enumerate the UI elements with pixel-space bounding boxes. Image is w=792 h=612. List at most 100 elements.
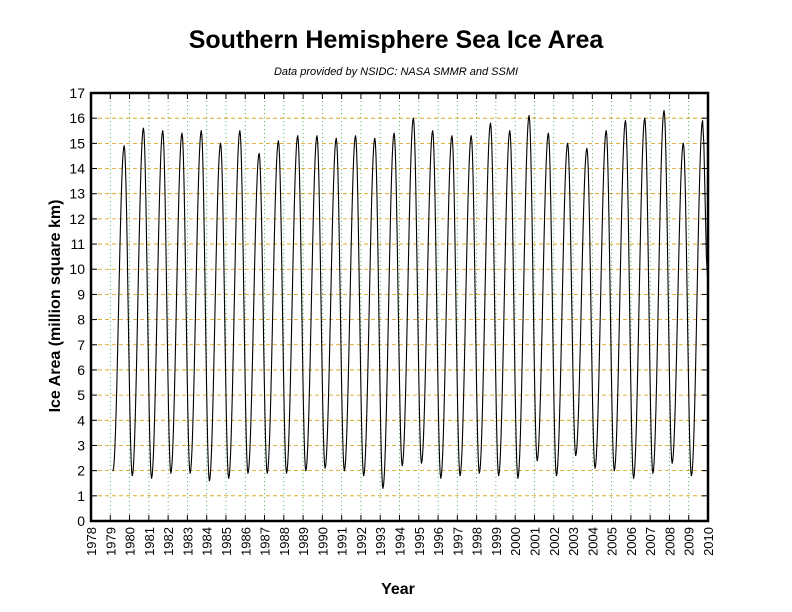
x-tick-label: 1978 xyxy=(84,527,99,556)
chart-subtitle: Data provided by NSIDC: NASA SMMR and SS… xyxy=(273,66,519,78)
x-tick-label: 1989 xyxy=(296,527,311,556)
x-tick-label: 1988 xyxy=(277,527,292,556)
y-tick-label: 6 xyxy=(77,362,85,378)
minimum-point xyxy=(517,477,519,479)
y-axis-label: Ice Area (million square km) xyxy=(47,200,64,413)
x-tick-label: 2002 xyxy=(547,527,562,556)
x-tick-label: 1987 xyxy=(258,527,273,556)
minimum-point xyxy=(575,454,577,457)
maximum-point xyxy=(219,142,222,144)
minimum-point xyxy=(478,472,480,474)
x-tick-label: 1991 xyxy=(335,527,350,556)
minimum-point xyxy=(632,477,635,479)
maximum-point xyxy=(567,142,569,144)
x-tick-label: 1990 xyxy=(315,527,330,556)
maximum-point xyxy=(123,145,125,147)
maximum-point xyxy=(470,135,472,137)
minimum-point xyxy=(459,475,461,477)
maximum-point xyxy=(451,135,453,137)
y-tick-label: 15 xyxy=(69,135,85,151)
minimum-point xyxy=(363,475,365,477)
maximum-point xyxy=(335,137,337,139)
x-tick-label: 2007 xyxy=(643,527,658,556)
y-tick-label: 8 xyxy=(77,312,85,328)
minimum-point xyxy=(324,467,326,469)
x-tick-label: 1993 xyxy=(373,527,388,556)
minimum-point xyxy=(671,462,673,464)
minimum-point xyxy=(440,477,442,479)
x-tick-label: 2004 xyxy=(585,527,600,556)
x-tick-label: 2001 xyxy=(527,527,542,556)
minimum-point xyxy=(343,470,345,472)
maximum-point xyxy=(374,137,376,139)
x-tick-label: 2000 xyxy=(508,527,523,556)
maximum-point xyxy=(547,132,549,134)
x-tick-label: 1985 xyxy=(219,527,234,556)
x-tick-label: 1997 xyxy=(450,527,465,556)
maximum-point xyxy=(162,130,164,132)
minimum-point xyxy=(112,470,114,472)
minimum-point xyxy=(536,459,538,462)
maximum-point xyxy=(644,117,646,119)
minimum-point xyxy=(613,470,615,472)
minimum-point xyxy=(150,477,153,479)
y-tick-label: 4 xyxy=(77,412,85,428)
maximum-point xyxy=(605,130,607,132)
minimum-point xyxy=(170,472,172,474)
series-line-ice-area xyxy=(112,110,709,489)
x-tick-label: 2009 xyxy=(682,527,697,556)
y-tick-label: 0 xyxy=(77,513,85,529)
y-tick-label: 12 xyxy=(69,211,85,227)
x-axis-label: Year xyxy=(381,581,415,598)
maximum-point xyxy=(297,135,299,137)
minimum-point xyxy=(285,472,288,474)
x-tick-label: 2010 xyxy=(701,527,716,556)
maximum-point xyxy=(239,130,241,132)
maximum-point xyxy=(528,115,530,117)
maximum-point xyxy=(412,117,414,119)
maximum-point xyxy=(682,142,684,144)
x-tick-label: 2008 xyxy=(662,527,677,556)
minimum-point xyxy=(131,475,133,477)
y-tick-label: 17 xyxy=(69,85,85,101)
maximum-point xyxy=(277,140,280,142)
x-tick-label: 1982 xyxy=(161,527,176,556)
minimum-point xyxy=(420,462,423,464)
chart-title: Southern Hemisphere Sea Ice Area xyxy=(188,26,604,54)
minimum-point xyxy=(382,487,384,489)
maximum-point xyxy=(142,127,145,129)
y-tick-label: 7 xyxy=(77,337,85,353)
maximum-point xyxy=(702,120,704,122)
minimum-point xyxy=(208,480,210,482)
x-tick-label: 1980 xyxy=(123,527,138,556)
minimum-point xyxy=(498,475,500,477)
maximum-point xyxy=(258,152,260,155)
minimum-point xyxy=(305,470,307,472)
x-tick-label: 1981 xyxy=(142,527,157,556)
x-tick-label: 1984 xyxy=(200,527,215,556)
series-layer xyxy=(112,110,709,489)
maximum-point xyxy=(624,120,627,122)
maximum-point xyxy=(489,122,492,124)
y-tick-label: 1 xyxy=(77,488,85,504)
minimum-point xyxy=(401,465,403,467)
y-tick-label: 14 xyxy=(69,161,85,177)
minimum-point xyxy=(189,472,191,474)
maximum-point xyxy=(354,135,357,137)
maximum-point xyxy=(200,130,202,132)
minimum-point xyxy=(690,475,693,477)
maximum-point xyxy=(663,110,665,112)
x-tick-label: 1998 xyxy=(470,527,485,556)
x-tick-label: 2003 xyxy=(566,527,581,556)
grid-layer xyxy=(91,93,708,521)
x-tick-label: 2006 xyxy=(624,527,639,556)
x-tick-label: 1983 xyxy=(180,527,195,556)
maximum-point xyxy=(432,130,434,132)
y-tick-label: 11 xyxy=(70,236,85,252)
minimum-point xyxy=(266,472,268,474)
y-tick-label: 2 xyxy=(77,463,85,479)
y-tick-label: 5 xyxy=(77,387,85,403)
x-tick-label: 1999 xyxy=(489,527,504,556)
